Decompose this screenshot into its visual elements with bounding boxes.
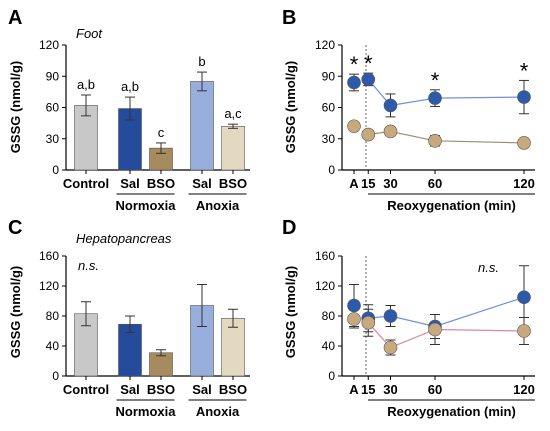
panel-b-y-tick-label: 120 (315, 38, 335, 52)
panel-a-group-label: Anoxia (196, 198, 240, 213)
panel-a-x-tick-label: Sal (192, 176, 212, 191)
panel-a-y-tick-label: 60 (46, 101, 60, 115)
panel-a-significance-label: c (158, 125, 165, 140)
panel-b-series-1-point (361, 72, 376, 87)
panel-d-series-1-point (383, 309, 398, 323)
panel-b-significance-mark: * (350, 52, 359, 77)
panel-c-tissue-label: Hepatopancreas (76, 231, 172, 246)
panel-b-y-tick-label: 0 (328, 163, 335, 177)
panel-c-x-tick-label: Control (63, 382, 109, 397)
panel-a-bar (190, 81, 214, 171)
panel-a-group-label: Normoxia (116, 198, 177, 213)
panel-d-letter: D (282, 217, 296, 239)
panel-b-series-2-point (361, 127, 376, 142)
panel-d-y-axis-label: GSSG (nmol/g) (283, 266, 298, 358)
panel-c-letter: C (8, 217, 22, 239)
panel-d-series-1-point (347, 298, 361, 313)
panel-c-x-tick-label: BSO (147, 382, 175, 397)
panel-c-note: n.s. (78, 258, 99, 273)
panel-b-y-tick-label: 60 (322, 101, 336, 115)
panel-a-letter: A (8, 7, 22, 29)
panel-a-x-tick-label: Control (63, 176, 109, 191)
panel-d-x-axis-label: Reoxygenation (min) (387, 404, 516, 419)
panel-d-y-tick-label: 120 (315, 279, 335, 293)
panel-d-series-2-point (517, 324, 531, 338)
panel-d-y-tick-label: 0 (328, 369, 335, 383)
panel-b-y-tick-label: 30 (322, 132, 336, 146)
panel-a: A Foot GSSG (nmol/g) 0 30 60 90 120 Control a,… (8, 7, 250, 213)
panel-c-y-tick-label: 120 (39, 279, 59, 293)
panel-b-significance-mark: * (431, 68, 440, 93)
panel-a-y-tick-label: 0 (52, 163, 59, 177)
panel-b: B GSSG (nmol/g) 0 30 60 90 120 A 15 30 60 120 Reox… (282, 7, 535, 213)
panel-c-y-tick-label: 160 (39, 249, 59, 263)
panel-a-tissue-label: Foot (76, 26, 103, 41)
panel-b-significance-mark: * (364, 51, 373, 76)
panel-d-series-2-point (361, 315, 376, 330)
panel-d-y-tick-label: 80 (322, 309, 336, 323)
panel-a-significance-label: a,b (77, 77, 95, 92)
panel-b-x-tick-label: A (349, 176, 359, 191)
panel-a-y-tick-label: 30 (46, 132, 60, 146)
panel-a-y-tick-label: 90 (46, 69, 60, 83)
panel-b-series-2-point (347, 119, 361, 134)
panel-d-y-tick-label: 40 (322, 339, 336, 353)
panel-d-x-tick-label: 30 (383, 382, 397, 397)
panel-c-x-tick-label: Sal (120, 382, 140, 397)
panel-a-bar (221, 125, 245, 171)
panel-c-group-label: Normoxia (116, 404, 177, 419)
panel-d-note: n.s. (478, 260, 499, 275)
panel-a-y-tick-label: 120 (39, 38, 59, 52)
panel-a-significance-label: a,b (121, 79, 139, 94)
panel-d-y-tick-label: 160 (315, 249, 335, 263)
panel-b-x-axis-label: Reoxygenation (min) (387, 198, 516, 213)
panel-a-significance-label: a,c (224, 106, 242, 121)
panel-c-y-tick-label: 0 (52, 369, 59, 383)
panel-d-x-tick-label: 15 (361, 382, 375, 397)
panel-b-y-tick-label: 90 (322, 69, 336, 83)
panel-c: C Hepatopancreas GSSG (nmol/g) 0 40 80 120 1… (8, 217, 250, 419)
panel-c-y-axis-label: GSSG (nmol/g) (8, 266, 23, 358)
panel-b-series-1-point (428, 91, 442, 105)
panel-b-series-2-point (428, 134, 442, 148)
panel-c-y-tick-label: 80 (46, 309, 60, 323)
panel-c-group-label: Anoxia (196, 404, 240, 419)
panel-a-x-tick-label: BSO (219, 176, 247, 191)
panel-c-x-tick-label: Sal (192, 382, 212, 397)
panel-b-x-tick-label: 15 (361, 176, 375, 191)
panel-b-series-1-point (347, 75, 361, 90)
panel-d-series-2-point (347, 312, 361, 326)
panel-a-significance-label: b (198, 54, 205, 69)
panel-d: D GSSG (nmol/g) 0 40 80 120 160 A 15 30 60 120 Reo… (282, 217, 535, 419)
panel-c-y-tick-label: 40 (46, 339, 60, 353)
panel-b-significance-mark: * (520, 58, 529, 83)
panel-b-series-2-point (383, 124, 398, 139)
panel-b-letter: B (282, 7, 296, 29)
panel-a-x-tick-label: BSO (147, 176, 175, 191)
panel-b-x-tick-label: 60 (428, 176, 442, 191)
panel-b-x-tick-label: 120 (513, 176, 535, 191)
panel-a-y-axis-label: GSSG (nmol/g) (8, 61, 23, 153)
panel-d-series-1-line (368, 296, 525, 328)
panel-b-series-2-line (368, 130, 525, 144)
panel-b-y-axis-label: GSSG (nmol/g) (283, 61, 298, 153)
panel-d-x-tick-label: 60 (428, 382, 442, 397)
panel-d-series-1-point (517, 290, 531, 305)
panel-b-series-2-point (517, 136, 531, 150)
panel-b-x-tick-label: 30 (383, 176, 397, 191)
panel-d-series-2-point (428, 322, 442, 337)
panel-d-x-tick-label: 120 (513, 382, 535, 397)
panel-d-x-tick-label: A (349, 382, 359, 397)
panel-d-series-2-line (367, 322, 525, 349)
panel-a-x-tick-label: Sal (120, 176, 140, 191)
panel-b-series-1-line (367, 78, 525, 107)
panel-b-series-1-point (517, 90, 531, 104)
panel-c-x-tick-label: BSO (219, 382, 247, 397)
panel-d-series-2-point (383, 340, 398, 355)
panel-b-series-1-point (383, 98, 398, 113)
